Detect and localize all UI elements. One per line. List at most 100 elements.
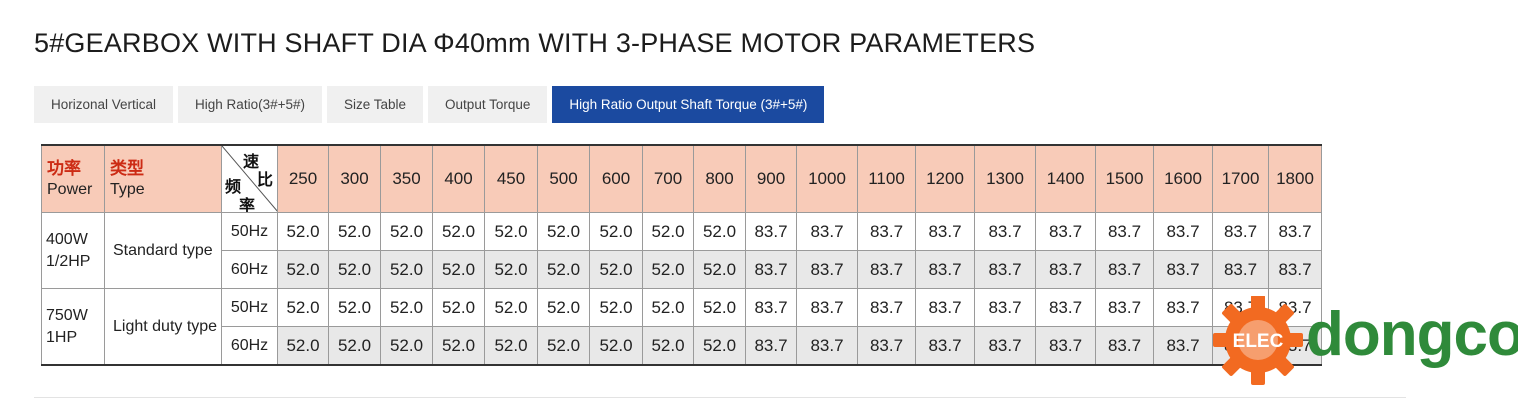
divider — [34, 397, 1406, 398]
ratio-header-400: 400 — [432, 144, 485, 213]
torque-value-cell: 52.0 — [380, 288, 433, 327]
torque-value-cell: 83.7 — [1268, 250, 1322, 289]
header-row: 功率 Power 类型 Type 速 比 频 率 250 300 350 400 450… — [41, 144, 1322, 213]
torque-value-cell: 52.0 — [589, 326, 643, 366]
torque-value-cell: 52.0 — [328, 288, 381, 327]
torque-value-cell: 83.7 — [745, 326, 797, 366]
svg-text:ELEC: ELEC — [1233, 331, 1284, 352]
torque-value-cell: 83.7 — [915, 326, 975, 366]
tab-high-ratio-output-shaft-torque[interactable]: High Ratio Output Shaft Torque (3#+5#) — [552, 86, 825, 123]
torque-value-cell: 83.7 — [915, 288, 975, 327]
torque-value-cell: 52.0 — [537, 250, 590, 289]
torque-value-cell: 52.0 — [537, 326, 590, 366]
ratio-header-1800: 1800 — [1268, 144, 1322, 213]
torque-value-cell: 52.0 — [693, 326, 746, 366]
torque-value-cell: 52.0 — [693, 288, 746, 327]
ratio-frequency-diagonal-header: 速 比 频 率 — [221, 144, 278, 213]
torque-value-cell: 52.0 — [642, 288, 694, 327]
torque-value-cell: 52.0 — [693, 212, 746, 251]
torque-value-cell: 83.7 — [1153, 212, 1213, 251]
tab-output-torque[interactable]: Output Torque — [428, 86, 548, 123]
torque-value-cell: 52.0 — [328, 212, 381, 251]
ratio-header-1400: 1400 — [1035, 144, 1096, 213]
table-row: 400W 1/2HP Standard type 50Hz 52.0 52.0 52.0 52… — [41, 212, 1322, 289]
tab-size-table[interactable]: Size Table — [327, 86, 424, 123]
torque-value-cell: 52.0 — [484, 250, 538, 289]
torque-value-cell: 52.0 — [277, 212, 329, 251]
torque-value-cell: 52.0 — [380, 250, 433, 289]
ratio-header-1300: 1300 — [974, 144, 1036, 213]
torque-value-cell: 83.7 — [1212, 250, 1269, 289]
ratio-header-1100: 1100 — [857, 144, 916, 213]
torque-value-cell: 52.0 — [328, 250, 381, 289]
diagonal-line — [222, 146, 277, 212]
frequency-label-2: 率 — [239, 198, 256, 213]
ratio-header-900: 900 — [745, 144, 797, 213]
ratio-header-600: 600 — [589, 144, 643, 213]
torque-value-cell: 83.7 — [974, 326, 1036, 366]
tab-bar: Horizonal Vertical High Ratio(3#+5#) Siz… — [34, 86, 825, 123]
torque-value-cell: 52.0 — [589, 288, 643, 327]
type-header-en: Type — [110, 180, 145, 198]
ratio-header-1000: 1000 — [796, 144, 858, 213]
torque-value-cell: 83.7 — [915, 212, 975, 251]
torque-value-cell: 83.7 — [857, 326, 916, 366]
torque-value-cell: 83.7 — [1035, 250, 1096, 289]
power-hp: 1/2HP — [46, 252, 91, 270]
ratio-header-800: 800 — [693, 144, 746, 213]
torque-value-cell: 52.0 — [642, 326, 694, 366]
torque-value-cell: 83.7 — [745, 288, 797, 327]
table-row: 60Hz 52.0 52.0 52.0 52.0 52.0 52.0 52.0 52.0 52.0… — [42, 250, 1322, 289]
torque-value-cell: 52.0 — [484, 212, 538, 251]
frequency-label-1: 频 — [225, 179, 242, 196]
power-cell: 400W 1/2HP — [41, 212, 105, 289]
torque-value-cell: 52.0 — [484, 288, 538, 327]
ratio-header-1700: 1700 — [1212, 144, 1269, 213]
torque-value-cell: 83.7 — [915, 250, 975, 289]
torque-value-cell: 83.7 — [796, 212, 858, 251]
power-watts: 400W — [46, 230, 88, 248]
torque-value-cell: 83.7 — [1212, 212, 1269, 251]
torque-value-cell: 52.0 — [537, 288, 590, 327]
type-cell: Standard type — [104, 212, 222, 289]
torque-value-cell: 83.7 — [1153, 326, 1213, 366]
torque-value-cell: 83.7 — [857, 250, 916, 289]
torque-value-cell: 52.0 — [277, 288, 329, 327]
power-cell: 750W 1HP — [41, 288, 105, 366]
torque-value-cell: 83.7 — [796, 326, 858, 366]
torque-value-cell: 83.7 — [857, 288, 916, 327]
torque-value-cell: 83.7 — [1035, 212, 1096, 251]
type-header-cn: 类型 — [110, 159, 144, 179]
power-watts: 750W — [46, 306, 88, 324]
torque-value-cell: 83.7 — [974, 288, 1036, 327]
torque-table: 功率 Power 类型 Type 速 比 频 率 250 300 350 400 450… — [41, 144, 1322, 366]
torque-value-cell: 83.7 — [1095, 288, 1154, 327]
torque-value-cell: 83.7 — [1035, 326, 1096, 366]
table-row: 750W 1HP Light duty type 50Hz 52.0 52.0 52.0 52… — [41, 288, 1322, 366]
torque-value-cell: 83.7 — [1268, 212, 1322, 251]
torque-value-cell: 83.7 — [1035, 288, 1096, 327]
torque-value-cell: 52.0 — [589, 250, 643, 289]
torque-value-cell: 83.7 — [796, 250, 858, 289]
ratio-header-300: 300 — [328, 144, 381, 213]
torque-value-cell: 83.7 — [1095, 212, 1154, 251]
power-hp: 1HP — [46, 328, 78, 346]
ratio-header-1200: 1200 — [915, 144, 975, 213]
frequency-cell: 50Hz — [221, 212, 278, 251]
torque-value-cell: 52.0 — [432, 288, 485, 327]
torque-value-cell: 52.0 — [642, 250, 694, 289]
tab-high-ratio[interactable]: High Ratio(3#+5#) — [178, 86, 322, 123]
tab-horizontal-vertical[interactable]: Horizonal Vertical — [34, 86, 174, 123]
type-cell: Light duty type — [104, 288, 222, 366]
torque-value-cell: 83.7 — [974, 250, 1036, 289]
torque-value-cell: 83.7 — [974, 212, 1036, 251]
torque-value-cell: 52.0 — [432, 212, 485, 251]
table-row: 60Hz 52.0 52.0 52.0 52.0 52.0 52.0 52.0 52.0 52.0… — [42, 326, 1322, 366]
torque-value-cell: 83.7 — [1153, 250, 1213, 289]
torque-value-cell: 83.7 — [1095, 250, 1154, 289]
torque-value-cell: 52.0 — [380, 326, 433, 366]
ratio-header-250: 250 — [277, 144, 329, 213]
torque-value-cell: 52.0 — [380, 212, 433, 251]
frequency-cell: 50Hz — [221, 288, 278, 327]
page-title: 5#GEARBOX WITH SHAFT DIA Φ40mm WITH 3-PH… — [34, 28, 1036, 58]
